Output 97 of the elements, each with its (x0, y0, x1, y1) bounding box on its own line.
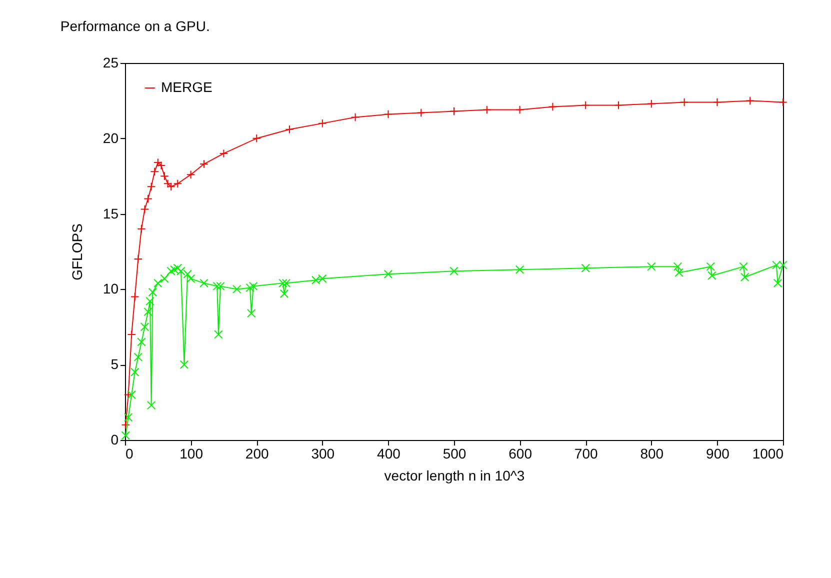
y-tick-label: 5 (110, 356, 119, 372)
point (173, 179, 182, 188)
point (740, 272, 750, 282)
point (384, 110, 393, 119)
point (121, 420, 130, 430)
point (252, 134, 261, 143)
point (318, 274, 327, 284)
point (778, 260, 788, 270)
point (183, 270, 192, 278)
point (127, 390, 136, 400)
point (278, 278, 288, 288)
y-tick-label: 10 (102, 280, 119, 297)
point (772, 260, 781, 270)
point (647, 99, 656, 108)
point (450, 266, 458, 276)
x-tick-label: 700 (574, 446, 598, 462)
point (246, 308, 256, 318)
x-tick-label: 600 (508, 446, 532, 462)
point (137, 338, 146, 346)
y-tick-label: 25 (102, 54, 119, 70)
point (140, 322, 150, 332)
point (232, 284, 242, 294)
x-tick-label: 1000 (752, 446, 784, 462)
point (154, 278, 162, 288)
point (144, 307, 152, 316)
y-tick-label: 15 (102, 205, 119, 222)
point (137, 224, 146, 234)
point (773, 278, 782, 288)
point (280, 289, 289, 298)
point (124, 413, 133, 422)
point (173, 264, 182, 272)
point (212, 282, 222, 291)
x-tick-label: 100 (180, 446, 204, 462)
point (219, 149, 228, 158)
point (156, 161, 166, 170)
point (581, 264, 590, 272)
point (163, 179, 172, 188)
point (285, 124, 294, 134)
point (216, 282, 225, 291)
point (614, 100, 623, 110)
legend-label: MERGE (161, 79, 212, 95)
point (318, 118, 327, 128)
y-tick-label: 20 (102, 130, 119, 146)
point (214, 330, 223, 339)
point (482, 105, 492, 114)
point (246, 283, 254, 292)
x-tick-label: 400 (377, 446, 401, 462)
point (739, 262, 748, 271)
point (248, 282, 258, 291)
point (548, 102, 558, 112)
chart-title: Performance on a GPU. (60, 18, 210, 34)
point (680, 98, 689, 107)
point (581, 100, 590, 110)
x-tick-label: 800 (640, 446, 664, 462)
point (515, 105, 524, 114)
point (130, 292, 140, 302)
point (282, 278, 291, 288)
y-tick-label: 0 (110, 432, 119, 448)
point (311, 276, 320, 285)
point (450, 106, 458, 116)
x-tick-label: 0 (126, 446, 134, 462)
y-axis-title: GFLOPS (68, 224, 85, 280)
point (180, 360, 189, 369)
point (127, 330, 136, 339)
point (200, 278, 208, 288)
point (134, 352, 143, 362)
point (146, 400, 156, 410)
point (170, 265, 179, 274)
point (416, 108, 426, 118)
point (150, 167, 159, 176)
point (160, 274, 169, 284)
point (200, 160, 208, 168)
point (166, 266, 176, 276)
point (186, 274, 196, 284)
point (140, 204, 150, 214)
point (186, 170, 196, 179)
point (647, 262, 656, 271)
point (778, 98, 788, 107)
point (515, 265, 524, 274)
point (130, 368, 140, 377)
point (166, 182, 176, 192)
point (144, 194, 152, 204)
x-tick-label: 500 (442, 446, 466, 462)
x-tick-label: 900 (706, 446, 730, 462)
point (146, 182, 156, 192)
point (160, 172, 169, 180)
point (384, 270, 393, 278)
point (124, 390, 133, 400)
x-tick-label: 300 (311, 446, 335, 462)
point (154, 158, 162, 167)
point (134, 254, 143, 264)
point (712, 98, 722, 107)
point (350, 112, 360, 122)
point (176, 266, 186, 276)
x-tick-label: 200 (245, 446, 269, 462)
x-axis-title: vector length n in 10^3 (384, 468, 525, 484)
point (746, 96, 754, 106)
